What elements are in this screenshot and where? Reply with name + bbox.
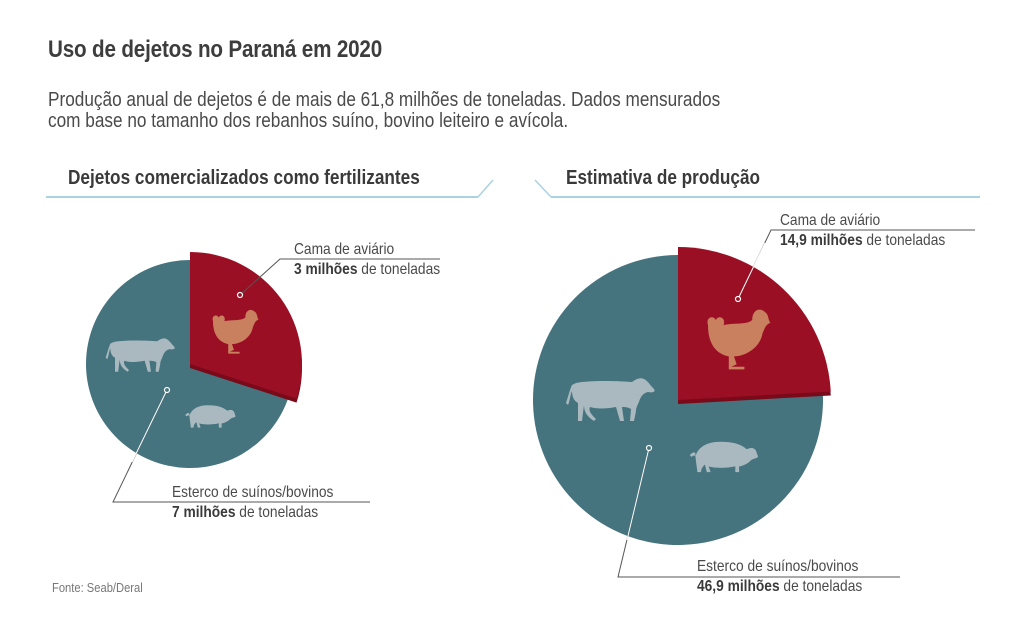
right-manure-amount: 46,9 milhões [697, 578, 780, 595]
right-poultry-label: Cama de aviário 14,9 milhões de tonelada… [780, 211, 945, 251]
right-manure-label: Esterco de suínos/bovinos 46,9 milhões d… [697, 557, 862, 597]
poultry-leader-line [239, 258, 440, 296]
subtitle-line-1: Produção anual de dejetos é de mais de 6… [48, 89, 721, 111]
right-poultry-unit: de toneladas [866, 232, 946, 249]
left-chart-title: Dejetos comercializados como fertilizant… [68, 167, 420, 189]
left-pie-chart [86, 252, 440, 503]
left-manure-name: Esterco de suínos/bovinos [172, 484, 334, 501]
poultry-leader-dot [734, 295, 742, 303]
right-poultry-value: 14,9 milhões de toneladas [780, 231, 945, 251]
right-section-rule [534, 179, 980, 198]
left-manure-value: 7 milhões de toneladas [172, 503, 333, 523]
subtitle-line-2: com base no tamanho dos rebanhos suíno, … [48, 110, 569, 132]
left-poultry-amount: 3 milhões [294, 261, 358, 278]
left-section-rule [46, 179, 494, 198]
pie-slice-manure [86, 260, 289, 468]
page-title: Uso de dejetos no Paraná em 2020 [48, 36, 383, 63]
right-poultry-amount: 14,9 milhões [780, 232, 863, 249]
left-manure-amount: 7 milhões [172, 504, 236, 521]
left-poultry-name: Cama de aviário [294, 241, 395, 258]
left-poultry-value: 3 milhões de toneladas [294, 260, 440, 280]
subtitle: Produção anual de dejetos é de mais de 6… [48, 90, 822, 132]
right-manure-name: Esterco de suínos/bovinos [697, 558, 859, 575]
left-manure-unit: de toneladas [239, 504, 319, 521]
right-manure-unit: de toneladas [783, 578, 863, 595]
right-manure-value: 46,9 milhões de toneladas [697, 577, 862, 597]
manure-leader-dot [645, 444, 653, 452]
left-manure-label: Esterco de suínos/bovinos 7 milhões de t… [172, 483, 333, 523]
right-pie-chart [533, 229, 975, 578]
left-poultry-unit: de toneladas [361, 261, 441, 278]
poultry-leader-dot [236, 291, 244, 299]
manure-leader-dot [163, 386, 171, 394]
left-poultry-label: Cama de aviário 3 milhões de toneladas [294, 240, 440, 280]
source-note: Fonte: Seab/Deral [52, 580, 143, 595]
right-chart-title: Estimativa de produção [566, 167, 761, 189]
right-poultry-name: Cama de aviário [780, 212, 881, 229]
